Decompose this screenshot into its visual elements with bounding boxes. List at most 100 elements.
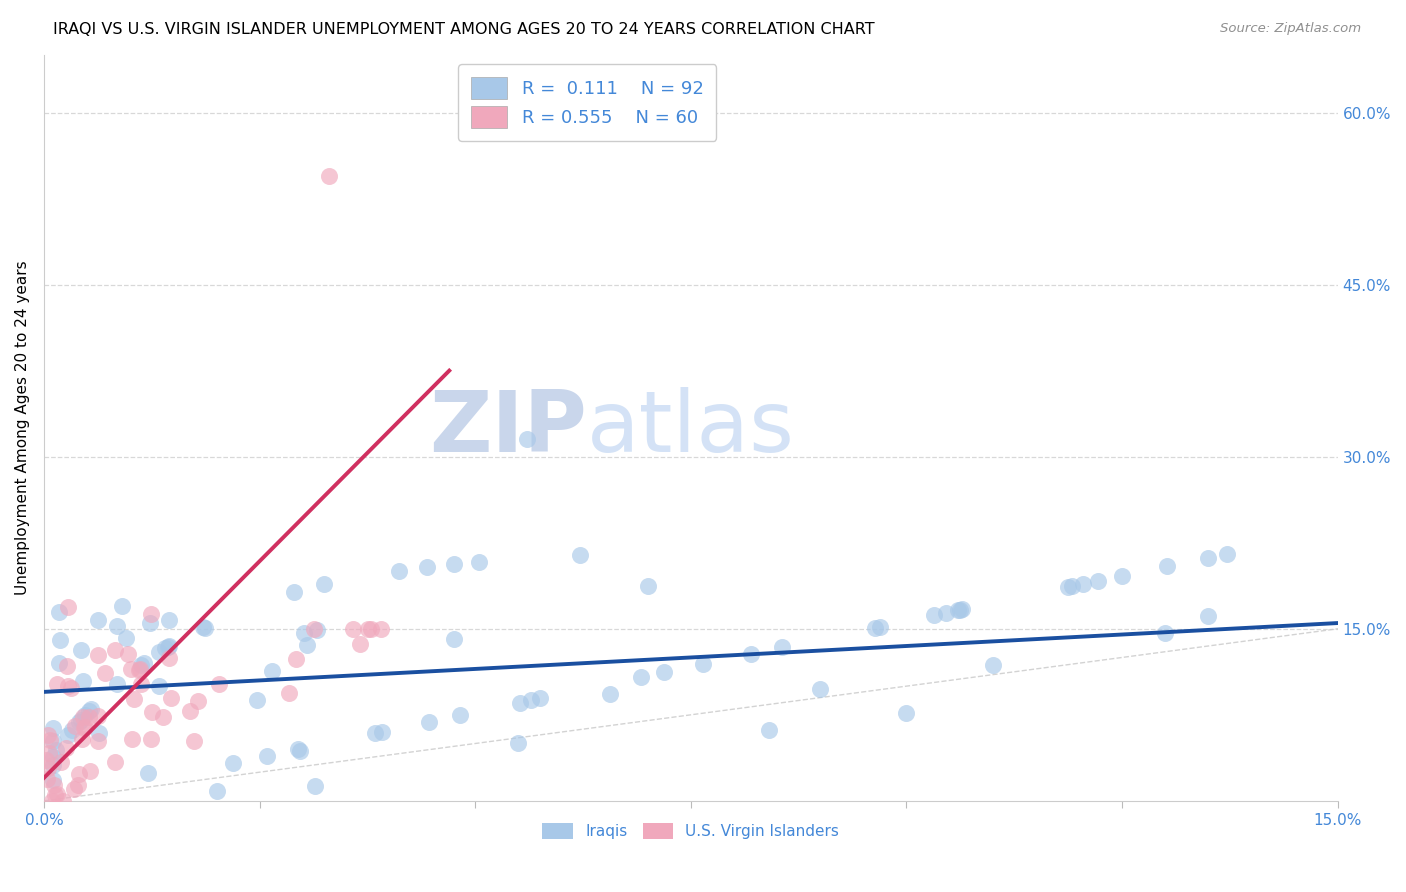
Point <box>70 731 93 746</box>
Point <box>349 637 371 651</box>
Point <box>529 691 551 706</box>
Point <box>77 709 100 723</box>
Point <box>1071 577 1094 591</box>
Point <box>46 677 69 691</box>
Point <box>56 600 79 615</box>
Point <box>138 615 160 630</box>
Point <box>48 605 70 619</box>
Point <box>1156 559 1178 574</box>
Point <box>416 560 439 574</box>
Point <box>139 607 162 622</box>
Point <box>364 726 387 740</box>
Point <box>75 708 97 723</box>
Point <box>55 658 77 673</box>
Point <box>120 662 142 676</box>
Point <box>520 693 543 707</box>
Point <box>69 643 91 657</box>
Point <box>294 626 316 640</box>
Point <box>302 622 325 636</box>
Point <box>946 603 969 617</box>
Point <box>183 734 205 748</box>
Point <box>924 608 946 623</box>
Y-axis label: Unemployment Among Ages 20 to 24 years: Unemployment Among Ages 20 to 24 years <box>15 260 30 595</box>
Point <box>56 679 79 693</box>
Point <box>60 723 83 737</box>
Point <box>77 705 100 719</box>
Point <box>981 657 1004 672</box>
Point <box>72 673 94 688</box>
Point <box>191 620 214 634</box>
Point <box>194 621 217 635</box>
Point <box>80 702 103 716</box>
Point <box>55 740 77 755</box>
Point <box>418 714 440 729</box>
Point <box>153 641 176 656</box>
Point <box>692 657 714 671</box>
Point <box>318 169 340 183</box>
Point <box>508 736 530 750</box>
Point <box>1060 579 1083 593</box>
Point <box>157 614 180 628</box>
Point <box>388 564 411 578</box>
Point <box>307 623 329 637</box>
Point <box>41 758 63 772</box>
Point <box>131 657 153 672</box>
Point <box>1197 550 1219 565</box>
Point <box>70 713 93 727</box>
Point <box>141 705 163 719</box>
Point <box>260 664 283 678</box>
Point <box>568 549 591 563</box>
Point <box>287 742 309 756</box>
Point <box>124 692 146 706</box>
Point <box>128 664 150 678</box>
Point <box>48 657 70 671</box>
Point <box>371 724 394 739</box>
Point <box>66 778 89 792</box>
Point <box>342 622 364 636</box>
Point <box>75 720 97 734</box>
Point <box>107 677 129 691</box>
Point <box>41 772 63 787</box>
Point <box>222 756 245 770</box>
Point <box>87 725 110 739</box>
Point <box>115 631 138 645</box>
Point <box>288 744 311 758</box>
Point <box>1154 625 1177 640</box>
Point <box>770 640 793 655</box>
Point <box>94 665 117 680</box>
Point <box>44 778 66 792</box>
Point <box>1197 608 1219 623</box>
Point <box>360 622 382 636</box>
Point <box>312 577 335 591</box>
Point <box>157 639 180 653</box>
Point <box>41 794 63 808</box>
Point <box>148 679 170 693</box>
Point <box>157 651 180 665</box>
Point <box>935 606 957 620</box>
Point <box>808 682 831 697</box>
Point <box>187 694 209 708</box>
Point <box>117 647 139 661</box>
Point <box>152 709 174 723</box>
Point <box>256 748 278 763</box>
Point <box>39 733 62 747</box>
Point <box>48 633 70 648</box>
Legend: Iraqis, U.S. Virgin Islanders: Iraqis, U.S. Virgin Islanders <box>536 816 845 846</box>
Point <box>1111 568 1133 582</box>
Point <box>86 613 108 627</box>
Point <box>758 723 780 738</box>
Point <box>599 687 621 701</box>
Point <box>52 794 75 808</box>
Point <box>467 555 489 569</box>
Point <box>637 579 659 593</box>
Point <box>159 691 181 706</box>
Point <box>443 632 465 646</box>
Point <box>246 693 269 707</box>
Point <box>1056 580 1078 594</box>
Point <box>1087 574 1109 588</box>
Point <box>63 719 86 733</box>
Point <box>67 714 90 729</box>
Point <box>208 677 231 691</box>
Point <box>370 622 392 636</box>
Point <box>37 772 59 786</box>
